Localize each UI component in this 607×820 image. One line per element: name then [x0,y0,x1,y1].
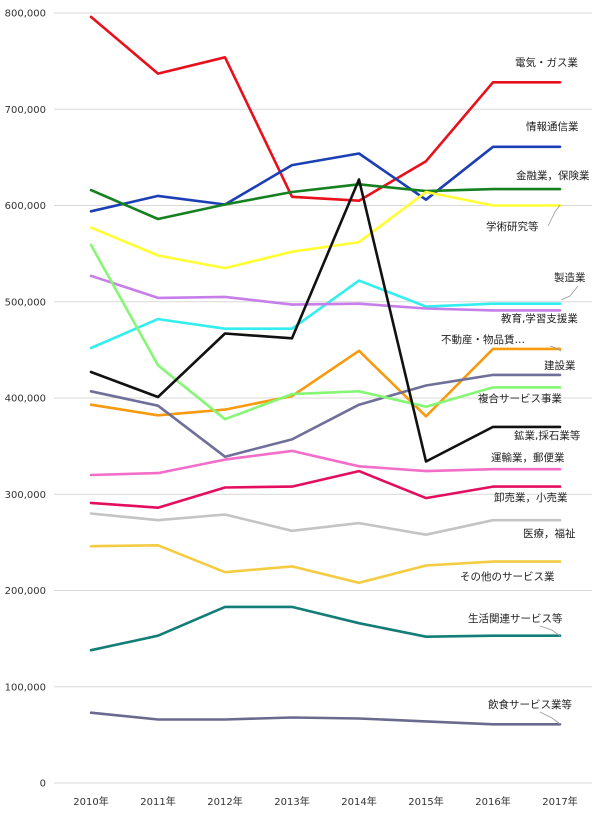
y-tick-label: 400,000 [5,394,46,405]
y-tick-label: 300,000 [5,490,46,501]
y-tick-label: 100,000 [5,682,46,693]
series-label: 不動産・物品賃… [441,333,525,346]
series-line [89,449,562,477]
series-label: 学術研究等 [486,220,539,233]
series-line [89,373,562,459]
series-line [89,347,562,418]
series-line [89,243,562,421]
grid-lines [54,12,592,784]
label-leader-line [539,625,561,637]
series-label: 飲食サービス業等 [488,698,572,711]
series-label: 医療，福祉 [523,527,576,540]
series-line [89,512,562,537]
series-line [89,543,562,585]
y-tick-label: 200,000 [5,586,46,597]
x-tick-label: 2017年 [542,795,577,808]
label-leader-line [549,345,562,352]
series-label: 教育,学習支援業 [501,312,578,325]
series-line [89,178,562,463]
x-tick-label: 2013年 [274,795,309,808]
label-leader-line [560,285,579,301]
series-label: 卸売業，小売業 [494,491,568,504]
x-tick-label: 2012年 [207,795,242,808]
series-label: 運輸業，郵便業 [491,451,565,464]
series-line [89,145,562,213]
series-label: 金融業，保険業 [516,169,590,182]
series-line [89,190,562,270]
y-tick-label: 700,000 [5,105,46,116]
label-leader-line [547,204,561,227]
series-labels: 電気・ガス業情報通信業金融業，保険業学術研究等製造業教育,学習支援業不動産・物品… [441,56,590,725]
series-line [89,605,562,652]
series-line [89,274,562,312]
x-tick-label: 2011年 [140,795,175,808]
x-tick-label: 2016年 [475,795,510,808]
x-tick-label: 2014年 [341,795,376,808]
series-label: 製造業 [554,271,586,284]
y-tick-label: 0 [40,779,46,790]
series-line [89,711,562,726]
series-line [89,469,562,510]
x-tick-label: 2010年 [73,795,108,808]
y-tick-label: 800,000 [5,9,46,20]
series-label: 電気・ガス業 [515,56,578,69]
y-axis: 0 100,000 200,000 300,000 400,000 500,000 600,… [5,9,46,790]
series-label: 鉱業,採石業等 [514,429,581,442]
x-axis: 2010年 2011年 2012年 2013年 2014年 2015年 2016年 2017年 [73,795,577,808]
series-label: 複合サービス事業 [478,392,562,405]
series-line [89,15,562,202]
series-label: 建設業 [544,359,576,372]
x-tick-label: 2015年 [408,795,443,808]
series-label: 情報通信業 [526,120,579,133]
y-tick-label: 500,000 [5,297,46,308]
series-lines [89,15,562,726]
y-tick-label: 600,000 [5,201,46,212]
series-label: 生活関連サービス等 [468,612,563,625]
series-label: その他のサービス業 [460,570,555,583]
series-line [89,183,562,221]
label-leader-line [539,711,561,725]
